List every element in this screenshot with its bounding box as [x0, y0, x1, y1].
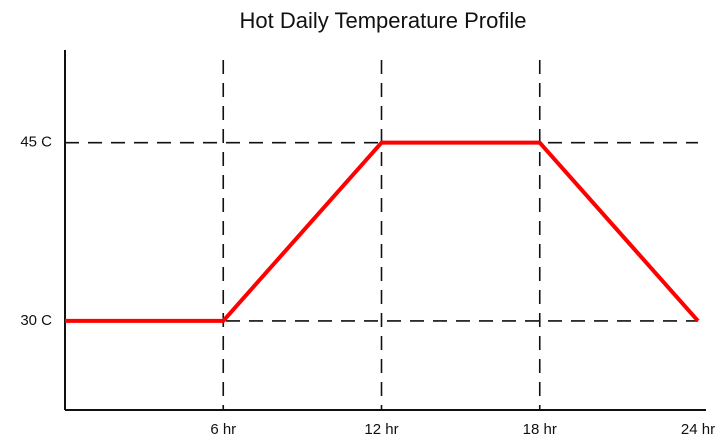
x-tick-label: 24 hr [681, 421, 715, 438]
data-line [65, 140, 700, 323]
x-tick-label: 6 hr [210, 421, 236, 438]
chart-title: Hot Daily Temperature Profile [240, 8, 527, 33]
x-tick-label: 18 hr [523, 421, 557, 438]
x-tick-label: 12 hr [364, 421, 398, 438]
y-tick-label: 30 C [20, 312, 52, 329]
y-tick-label: 45 C [20, 134, 52, 151]
